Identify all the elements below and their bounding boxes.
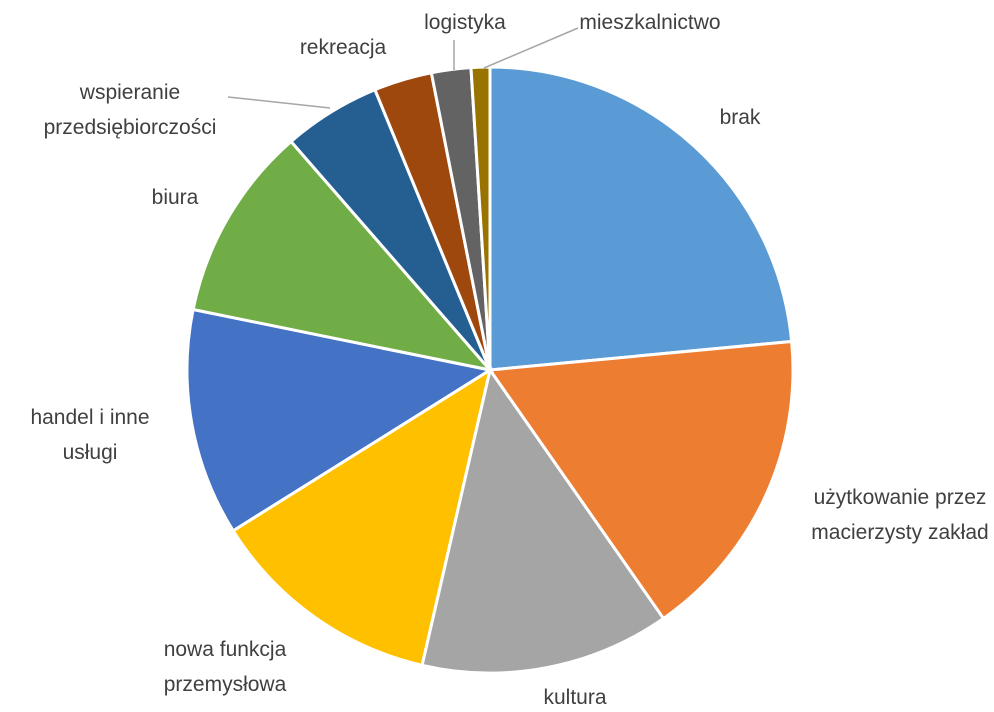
slice-label: handel i inne usługi: [30, 406, 150, 464]
pie-slice: [469, 65, 492, 371]
slice-label: logistyka: [424, 11, 506, 34]
slice-label: użytkowanie przez macierzysty zakład: [811, 486, 989, 544]
pie-slice: [185, 307, 494, 533]
slice-label: wspieranie przedsiębiorczości: [43, 81, 217, 139]
slice-label: mieszkalnictwo: [579, 11, 721, 34]
slice-label: kultura: [543, 686, 607, 709]
slice-label: nowa funkcja przemysłowa: [163, 638, 287, 696]
slice-label: biura: [151, 186, 199, 209]
pie-slice: [191, 139, 495, 373]
pie-slice: [488, 65, 794, 372]
pie-slice: [487, 339, 795, 621]
pie-slice: [420, 366, 666, 675]
pie-slice: [231, 366, 493, 668]
leader-line: [483, 27, 579, 69]
leader-line: [227, 96, 331, 109]
slice-label: rekreacja: [299, 36, 387, 59]
slice-label: brak: [719, 106, 761, 129]
